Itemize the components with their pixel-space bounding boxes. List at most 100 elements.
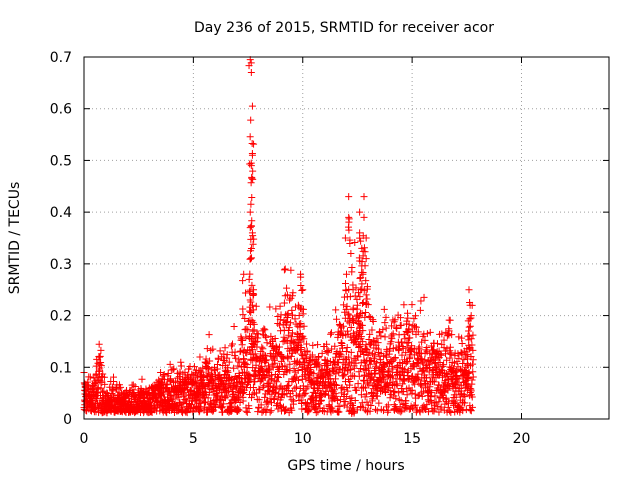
data-point (232, 384, 240, 392)
data-point (355, 372, 363, 380)
y-tick-label: 0.2 (50, 309, 72, 325)
data-point (403, 391, 411, 399)
data-point (345, 226, 353, 234)
data-point (287, 344, 295, 352)
data-point (221, 394, 229, 402)
data-point (405, 320, 413, 328)
data-point (138, 375, 146, 383)
data-point (337, 339, 345, 347)
data-point (206, 357, 214, 365)
data-point (286, 367, 294, 375)
data-point (362, 291, 370, 299)
data-point (343, 393, 351, 401)
data-point (418, 382, 426, 390)
data-point (431, 392, 439, 400)
data-point (303, 347, 311, 355)
data-point (337, 384, 345, 392)
data-point (247, 116, 255, 124)
data-point (282, 405, 290, 413)
data-point (345, 311, 353, 319)
data-point (370, 354, 378, 362)
data-point (419, 360, 427, 368)
data-point (352, 284, 360, 292)
data-point (438, 330, 446, 338)
data-point (238, 335, 246, 343)
data-point (169, 395, 177, 403)
data-point (260, 325, 268, 333)
data-point (385, 367, 393, 375)
data-point (345, 353, 353, 361)
data-point (245, 275, 253, 283)
data-point (435, 381, 443, 389)
data-point (287, 352, 295, 360)
y-tick-label: 0.6 (50, 102, 72, 118)
data-point (356, 293, 364, 301)
data-point (408, 301, 416, 309)
data-point (99, 370, 107, 378)
data-point (234, 405, 242, 413)
data-point (373, 407, 381, 415)
data-point (170, 365, 178, 373)
data-point (450, 398, 458, 406)
data-point (286, 360, 294, 368)
data-point (388, 335, 396, 343)
data-point (463, 345, 471, 353)
data-point (392, 394, 400, 402)
data-point (393, 382, 401, 390)
data-point (247, 162, 255, 170)
data-point (309, 341, 317, 349)
data-point (461, 399, 469, 407)
data-point (110, 373, 118, 381)
data-point (469, 373, 477, 381)
data-point (190, 363, 198, 371)
data-point (349, 286, 357, 294)
data-point (324, 362, 332, 370)
data-point (227, 400, 235, 408)
data-point (245, 404, 253, 412)
data-point (361, 384, 369, 392)
data-point (303, 399, 311, 407)
data-point (366, 407, 374, 415)
data-point (100, 373, 108, 381)
data-point (368, 326, 376, 334)
data-point (440, 344, 448, 352)
data-point (407, 402, 415, 410)
data-point (444, 330, 452, 338)
y-tick-label: 0.5 (50, 153, 72, 169)
data-point (275, 343, 283, 351)
data-point (364, 364, 372, 372)
data-point (188, 375, 196, 383)
data-point (228, 340, 236, 348)
data-point (336, 402, 344, 410)
data-point (272, 388, 280, 396)
data-point (343, 302, 351, 310)
data-point (327, 330, 335, 338)
data-point (348, 268, 356, 276)
data-point (241, 314, 249, 322)
data-point (395, 346, 403, 354)
data-point (244, 326, 252, 334)
x-tick-label: 0 (80, 431, 89, 447)
data-point (386, 387, 394, 395)
data-point (436, 359, 444, 367)
data-point (395, 389, 403, 397)
data-point (264, 400, 272, 408)
data-point (359, 252, 367, 260)
data-point (248, 139, 256, 147)
data-point (294, 366, 302, 374)
data-point (258, 343, 266, 351)
data-point (358, 280, 366, 288)
data-point (373, 392, 381, 400)
data-point (373, 334, 381, 342)
data-point (193, 373, 201, 381)
data-point (332, 370, 340, 378)
data-point (254, 408, 262, 416)
data-point (247, 222, 255, 230)
data-point (321, 391, 329, 399)
data-point (276, 402, 284, 410)
data-point (363, 283, 371, 291)
data-point (369, 317, 377, 325)
data-point (445, 327, 453, 335)
data-point (350, 409, 358, 417)
data-point (385, 384, 393, 392)
